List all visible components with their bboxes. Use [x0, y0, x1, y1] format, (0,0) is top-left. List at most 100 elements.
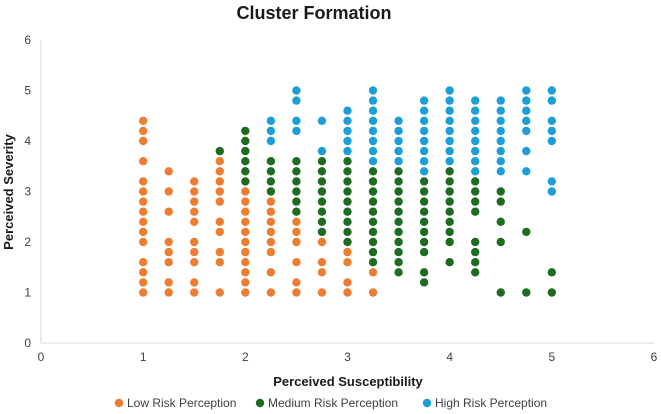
x-tick-label: 4 [446, 350, 453, 364]
data-point [496, 217, 505, 226]
data-point [190, 187, 199, 196]
data-point [164, 258, 173, 267]
data-point [343, 106, 352, 115]
data-point [292, 278, 301, 287]
data-point [317, 207, 327, 216]
data-point [343, 146, 352, 156]
data-point [343, 258, 352, 267]
data-point [317, 197, 327, 206]
data-point [368, 157, 378, 166]
data-point [471, 96, 480, 105]
data-point [419, 237, 429, 247]
data-point [445, 116, 454, 126]
data-point [547, 288, 557, 297]
data-point [292, 207, 301, 216]
y-tick-label: 3 [24, 185, 31, 199]
x-tick-label: 2 [242, 350, 249, 364]
data-point [471, 207, 480, 216]
data-point [471, 177, 480, 186]
data-point [445, 136, 454, 146]
data-point [292, 187, 301, 196]
data-point [368, 247, 378, 257]
data-point [292, 177, 301, 186]
data-point [138, 278, 148, 287]
x-tick-label: 1 [140, 350, 147, 364]
data-point [419, 227, 429, 237]
data-point [292, 217, 301, 226]
data-point [292, 157, 301, 166]
data-point [419, 136, 429, 146]
data-point [266, 227, 276, 237]
data-point [343, 288, 352, 297]
data-point [445, 86, 454, 95]
data-point [317, 157, 327, 166]
data-point [241, 268, 250, 277]
data-point [138, 136, 148, 146]
axes [40, 40, 654, 344]
data-point [496, 187, 505, 196]
data-point [547, 86, 557, 95]
series-2 [266, 86, 557, 196]
data-point [547, 126, 557, 136]
data-point [215, 288, 224, 297]
data-point [419, 197, 429, 206]
data-point [419, 167, 429, 176]
data-point [394, 268, 403, 277]
data-point [471, 167, 480, 176]
legend-label: Medium Risk Perception [268, 396, 398, 410]
data-point [138, 187, 148, 196]
data-point [471, 146, 480, 156]
data-point [394, 187, 403, 196]
data-point [292, 288, 301, 297]
data-point [471, 106, 480, 115]
data-point [241, 136, 250, 146]
series-0 [138, 116, 378, 297]
data-point [138, 177, 148, 186]
data-point [317, 167, 327, 176]
data-point [496, 136, 505, 146]
data-point [419, 146, 429, 156]
data-point [343, 247, 352, 257]
data-point [241, 217, 250, 226]
data-point [368, 258, 378, 267]
data-point [445, 146, 454, 156]
data-point [394, 247, 403, 257]
data-point [419, 217, 429, 226]
data-point [215, 258, 224, 267]
data-point [394, 126, 403, 136]
data-point [138, 288, 148, 297]
x-tick-label: 5 [548, 350, 555, 364]
data-point [266, 177, 276, 186]
data-point [419, 157, 429, 166]
data-point [496, 146, 505, 156]
y-axis-title: Perceived Severity [1, 133, 16, 249]
data-point [419, 106, 429, 115]
data-point [471, 247, 480, 257]
data-point [368, 146, 378, 156]
data-point [419, 278, 429, 287]
data-point [215, 247, 224, 257]
data-point [292, 197, 301, 206]
y-tick-label: 6 [24, 33, 31, 47]
data-point [266, 237, 276, 247]
data-point [164, 237, 173, 247]
data-point [266, 197, 276, 206]
data-point [445, 217, 454, 226]
data-point [241, 167, 250, 176]
data-point [445, 207, 454, 216]
data-point [368, 187, 378, 196]
data-point [471, 237, 480, 247]
legend-label: High Risk Perception [435, 396, 547, 410]
data-point [471, 116, 480, 126]
x-axis-title: Perceived Susceptibility [273, 374, 423, 389]
data-point [190, 258, 199, 267]
data-point [343, 227, 352, 237]
data-point [343, 237, 352, 247]
data-point [445, 177, 454, 186]
data-point [394, 237, 403, 247]
data-point [138, 157, 148, 166]
data-point [215, 227, 224, 237]
data-point [368, 167, 378, 176]
data-point [241, 146, 250, 156]
data-point [317, 237, 327, 247]
